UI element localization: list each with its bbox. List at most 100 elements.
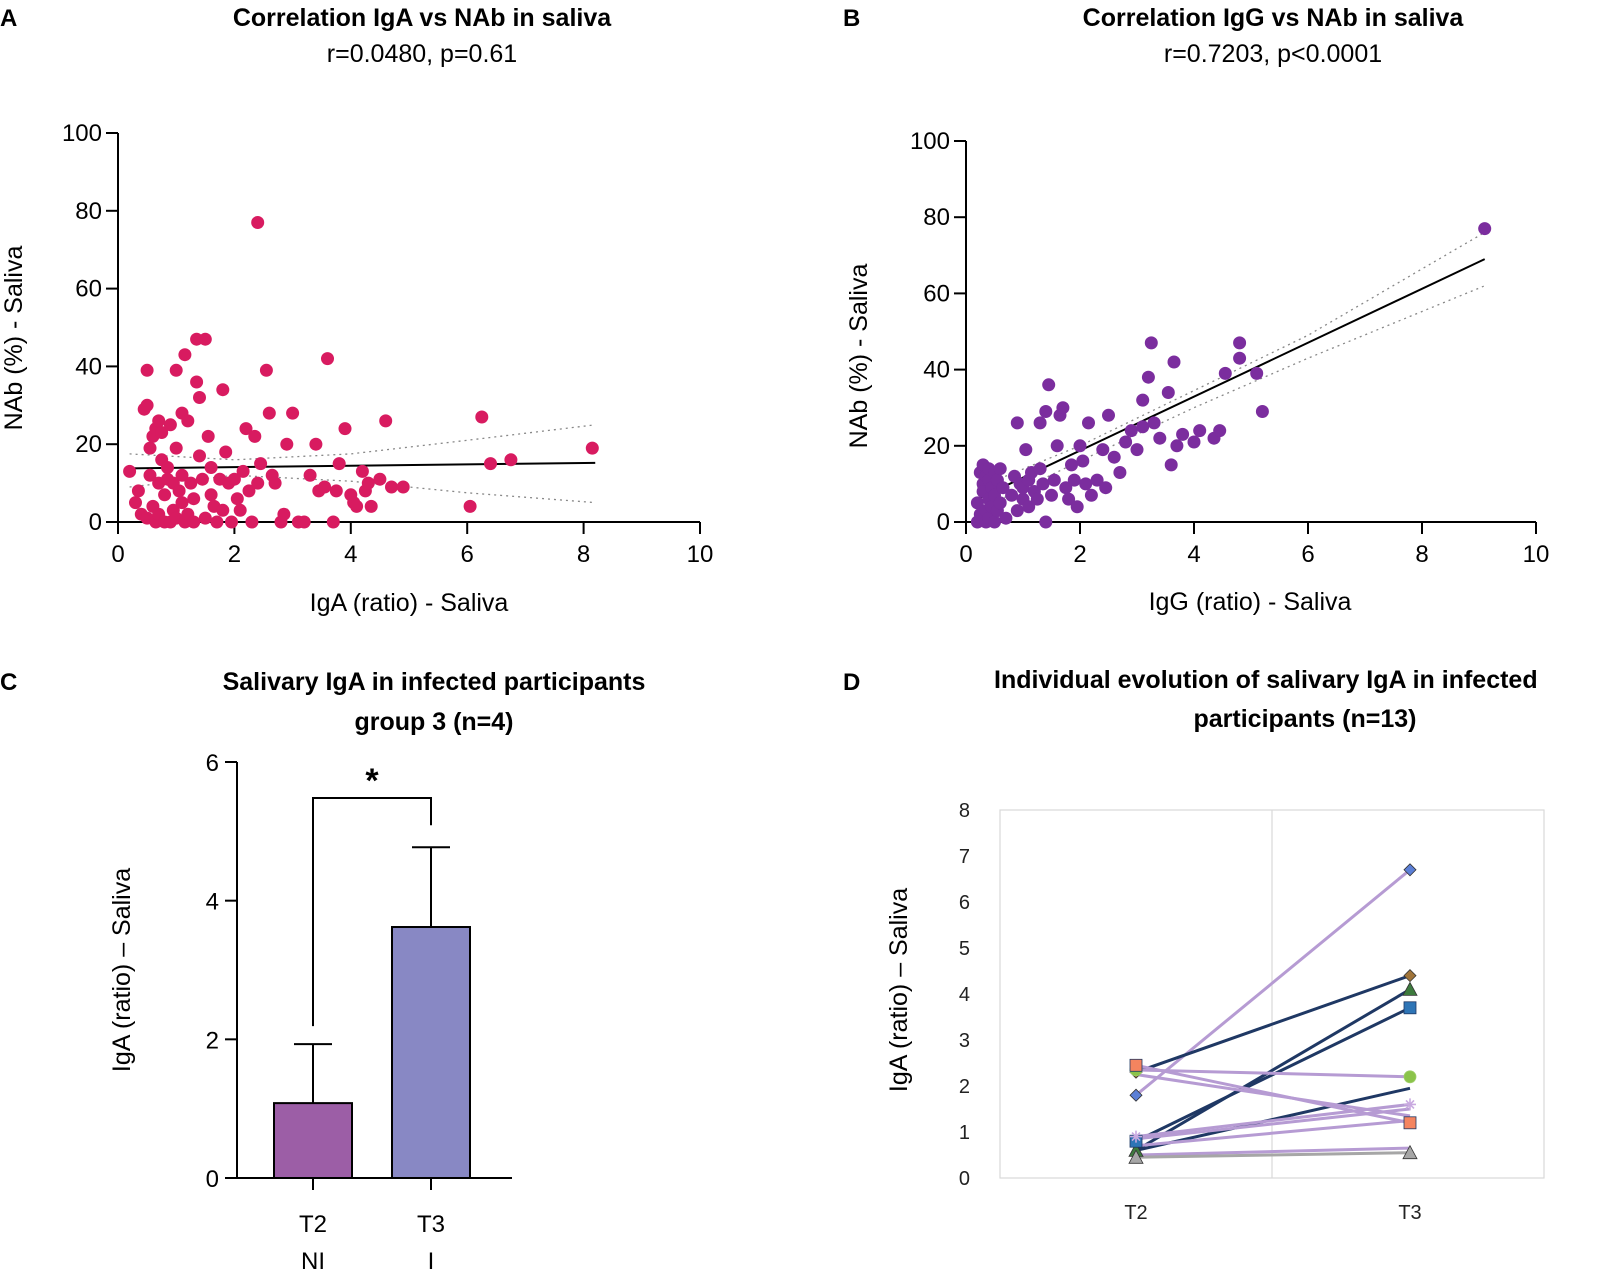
data-point <box>219 445 233 459</box>
panel-a-y-label: NAb (%) - Saliva <box>0 246 28 431</box>
panel-a-letter: A <box>0 5 17 32</box>
data-point <box>239 422 253 436</box>
data-point <box>161 461 174 474</box>
panel-c: C Salivary IgA in infected participants … <box>0 668 645 1270</box>
data-point <box>277 507 291 521</box>
data-point <box>163 418 177 432</box>
y-tick-label: 2 <box>959 1076 970 1098</box>
data-point <box>251 476 265 490</box>
y-tick-label: 0 <box>959 1168 970 1190</box>
data-point <box>999 511 1013 525</box>
x-tick-label: 6 <box>1301 541 1314 568</box>
data-point <box>504 453 518 467</box>
x-tick-label: 4 <box>1187 541 1200 568</box>
data-point <box>193 391 206 404</box>
triangle-marker <box>1402 1144 1418 1160</box>
x-tick-label: T3 <box>417 1211 445 1238</box>
series-line <box>1135 988 1411 1152</box>
y-tick-label: 40 <box>75 353 102 380</box>
data-point <box>204 461 218 474</box>
y-tick-label: 1 <box>959 1122 970 1144</box>
panel-b-y-label: NAb (%) - Saliva <box>845 264 873 449</box>
data-point <box>1010 504 1024 518</box>
data-point <box>484 457 497 471</box>
data-point <box>190 375 204 389</box>
data-point <box>1167 355 1181 369</box>
star-marker <box>1130 1130 1142 1143</box>
data-point <box>332 457 346 471</box>
data-point <box>152 414 166 428</box>
data-point <box>1076 454 1090 468</box>
triangle-marker <box>1402 981 1418 996</box>
data-point <box>1124 424 1138 438</box>
data-point <box>1070 500 1084 514</box>
data-point <box>996 481 1010 495</box>
data-point <box>286 406 300 420</box>
series-line <box>1135 1146 1411 1157</box>
y-tick-label: 0 <box>89 509 102 536</box>
data-point <box>1039 515 1053 529</box>
data-point <box>993 496 1007 510</box>
y-tick-label: 60 <box>923 280 950 307</box>
x-tick-label: 2 <box>228 541 241 568</box>
data-point <box>993 462 1007 476</box>
x-tick-label: 10 <box>1523 541 1550 568</box>
data-point <box>175 496 189 510</box>
panel-c-y-label: IgA (ratio) – Saliva <box>108 868 136 1072</box>
y-tick-label: 60 <box>75 276 102 303</box>
diamond-marker <box>1403 969 1417 983</box>
data-point <box>140 363 154 377</box>
data-point <box>225 515 238 529</box>
data-point <box>355 464 369 478</box>
y-tick-label: 4 <box>959 984 970 1006</box>
data-point <box>1005 488 1019 502</box>
data-point <box>195 472 209 486</box>
panel-d-letter: D <box>843 669 860 696</box>
data-point <box>169 441 183 455</box>
y-tick-label: 20 <box>923 433 950 460</box>
data-point <box>254 457 268 471</box>
y-tick-label: 100 <box>62 120 102 147</box>
data-point <box>970 496 984 510</box>
panel-b-x-label: IgG (ratio) - Saliva <box>1149 588 1352 616</box>
data-point <box>318 480 332 494</box>
square-marker <box>1129 1058 1143 1072</box>
panel-b-letter: B <box>843 5 860 32</box>
data-point <box>172 484 186 498</box>
panel-c-title-line2: group 3 (n=4) <box>354 708 513 736</box>
data-point <box>1130 443 1144 457</box>
y-tick-label: 3 <box>959 1030 970 1052</box>
data-point <box>326 515 340 529</box>
data-point <box>988 515 1001 529</box>
series-line <box>1135 1151 1411 1159</box>
data-point <box>1213 424 1227 438</box>
x-tick-label: 8 <box>577 541 590 568</box>
significance-star: * <box>365 762 379 800</box>
data-point <box>187 515 201 529</box>
data-point <box>143 441 157 455</box>
y-tick-label: 6 <box>206 750 219 777</box>
diamond-marker <box>1129 1088 1143 1102</box>
y-tick-label: 6 <box>959 892 970 914</box>
data-point <box>1019 443 1033 457</box>
data-point <box>1067 473 1081 487</box>
y-tick-label: 0 <box>206 1166 219 1193</box>
data-point <box>236 464 250 478</box>
x-sub-label: NI <box>301 1248 325 1270</box>
circle-marker <box>1403 1070 1417 1084</box>
data-point <box>396 480 410 494</box>
data-point <box>1102 408 1115 422</box>
data-point <box>216 383 230 397</box>
data-point <box>198 332 212 346</box>
y-tick-label: 80 <box>75 198 102 225</box>
data-point <box>1059 481 1073 495</box>
data-point <box>143 468 157 482</box>
data-point <box>1022 500 1036 514</box>
data-point <box>585 441 599 455</box>
data-point <box>233 503 247 517</box>
data-point <box>1030 492 1044 506</box>
data-point <box>1042 378 1056 392</box>
data-point <box>1170 439 1184 453</box>
y-tick-label: 20 <box>75 431 102 458</box>
square-marker <box>1403 1116 1417 1130</box>
